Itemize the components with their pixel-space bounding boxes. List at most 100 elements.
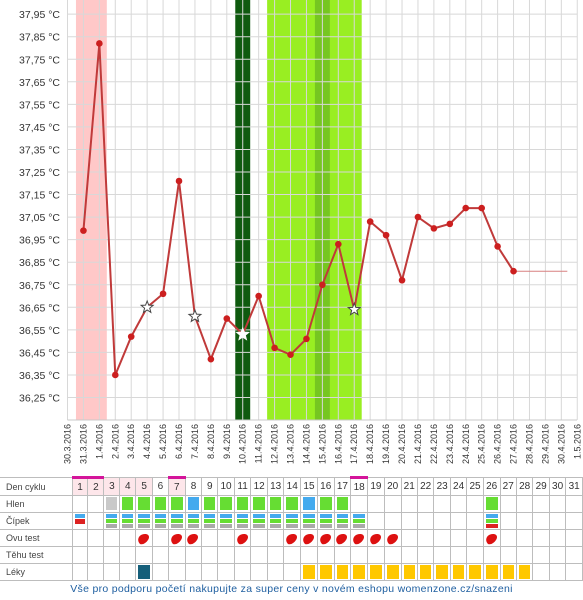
table-cell[interactable] bbox=[71, 563, 89, 581]
table-cell[interactable] bbox=[135, 546, 153, 564]
table-cell[interactable] bbox=[367, 495, 385, 513]
table-cell[interactable] bbox=[167, 563, 186, 581]
day-cell[interactable]: 14 bbox=[283, 477, 302, 496]
table-cell[interactable] bbox=[201, 495, 219, 513]
table-cell[interactable] bbox=[266, 529, 285, 547]
table-cell[interactable] bbox=[87, 529, 105, 547]
table-cell[interactable] bbox=[266, 512, 285, 530]
table-cell[interactable] bbox=[416, 495, 435, 513]
table-cell[interactable] bbox=[515, 495, 534, 513]
table-cell[interactable] bbox=[482, 563, 501, 581]
table-cell[interactable] bbox=[333, 495, 352, 513]
table-cell[interactable] bbox=[250, 563, 268, 581]
table-cell[interactable] bbox=[135, 529, 153, 547]
day-cell[interactable]: 7 bbox=[167, 476, 186, 496]
table-cell[interactable] bbox=[532, 563, 550, 581]
day-cell[interactable]: 3 bbox=[103, 477, 121, 496]
table-cell[interactable] bbox=[201, 529, 219, 547]
table-cell[interactable] bbox=[103, 512, 121, 530]
table-cell[interactable] bbox=[201, 512, 219, 530]
table-cell[interactable] bbox=[103, 563, 121, 581]
table-cell[interactable] bbox=[103, 495, 121, 513]
footer-link[interactable]: Vše pro podporu početí nakupujte za supe… bbox=[70, 583, 513, 595]
table-cell[interactable] bbox=[300, 512, 318, 530]
table-cell[interactable] bbox=[316, 546, 335, 564]
table-cell[interactable] bbox=[548, 512, 567, 530]
table-cell[interactable] bbox=[466, 512, 484, 530]
table-cell[interactable] bbox=[316, 512, 335, 530]
table-cell[interactable] bbox=[532, 546, 550, 564]
table-cell[interactable] bbox=[184, 512, 203, 530]
day-cell[interactable]: 28 bbox=[515, 477, 534, 496]
table-cell[interactable] bbox=[201, 563, 219, 581]
table-cell[interactable] bbox=[135, 495, 153, 513]
table-cell[interactable] bbox=[266, 546, 285, 564]
table-cell[interactable] bbox=[449, 563, 468, 581]
table-cell[interactable] bbox=[71, 546, 89, 564]
day-cell[interactable]: 15 bbox=[300, 477, 318, 496]
table-cell[interactable] bbox=[217, 546, 235, 564]
table-cell[interactable] bbox=[383, 495, 402, 513]
table-cell[interactable] bbox=[151, 529, 169, 547]
table-cell[interactable] bbox=[532, 495, 550, 513]
day-cell[interactable]: 19 bbox=[367, 477, 385, 496]
table-cell[interactable] bbox=[416, 546, 435, 564]
table-cell[interactable] bbox=[565, 529, 583, 547]
table-cell[interactable] bbox=[482, 495, 501, 513]
day-cell[interactable]: 25 bbox=[466, 477, 484, 496]
table-cell[interactable] bbox=[283, 529, 302, 547]
table-cell[interactable] bbox=[283, 546, 302, 564]
table-cell[interactable] bbox=[449, 529, 468, 547]
day-cell[interactable]: 4 bbox=[119, 477, 137, 496]
table-cell[interactable] bbox=[316, 563, 335, 581]
table-cell[interactable] bbox=[233, 563, 252, 581]
day-cell[interactable]: 1 bbox=[71, 476, 89, 496]
day-cell[interactable]: 11 bbox=[233, 477, 252, 496]
table-cell[interactable] bbox=[300, 563, 318, 581]
table-cell[interactable] bbox=[548, 546, 567, 564]
table-cell[interactable] bbox=[135, 563, 153, 581]
day-cell[interactable]: 26 bbox=[482, 477, 501, 496]
table-cell[interactable] bbox=[515, 546, 534, 564]
table-cell[interactable] bbox=[250, 546, 268, 564]
table-cell[interactable] bbox=[103, 529, 121, 547]
table-cell[interactable] bbox=[333, 563, 352, 581]
table-cell[interactable] bbox=[548, 563, 567, 581]
table-cell[interactable] bbox=[333, 529, 352, 547]
table-cell[interactable] bbox=[217, 529, 235, 547]
table-cell[interactable] bbox=[400, 512, 418, 530]
table-cell[interactable] bbox=[548, 529, 567, 547]
table-cell[interactable] bbox=[233, 529, 252, 547]
table-cell[interactable] bbox=[400, 529, 418, 547]
table-cell[interactable] bbox=[300, 546, 318, 564]
table-cell[interactable] bbox=[482, 512, 501, 530]
day-cell[interactable]: 12 bbox=[250, 477, 268, 496]
table-cell[interactable] bbox=[532, 529, 550, 547]
table-cell[interactable] bbox=[217, 495, 235, 513]
table-cell[interactable] bbox=[383, 546, 402, 564]
table-cell[interactable] bbox=[532, 512, 550, 530]
table-cell[interactable] bbox=[433, 546, 451, 564]
table-cell[interactable] bbox=[233, 512, 252, 530]
table-cell[interactable] bbox=[449, 512, 468, 530]
table-cell[interactable] bbox=[499, 529, 517, 547]
table-cell[interactable] bbox=[499, 563, 517, 581]
day-cell[interactable]: 23 bbox=[433, 477, 451, 496]
table-cell[interactable] bbox=[103, 546, 121, 564]
table-cell[interactable] bbox=[383, 512, 402, 530]
table-cell[interactable] bbox=[515, 563, 534, 581]
table-cell[interactable] bbox=[119, 495, 137, 513]
table-cell[interactable] bbox=[400, 546, 418, 564]
day-cell[interactable]: 13 bbox=[266, 477, 285, 496]
table-cell[interactable] bbox=[400, 563, 418, 581]
table-cell[interactable] bbox=[565, 563, 583, 581]
day-cell[interactable]: 30 bbox=[548, 477, 567, 496]
table-cell[interactable] bbox=[433, 529, 451, 547]
day-cell[interactable]: 16 bbox=[316, 477, 335, 496]
table-cell[interactable] bbox=[87, 546, 105, 564]
table-cell[interactable] bbox=[300, 529, 318, 547]
table-cell[interactable] bbox=[71, 529, 89, 547]
table-cell[interactable] bbox=[283, 495, 302, 513]
table-cell[interactable] bbox=[87, 495, 105, 513]
table-cell[interactable] bbox=[151, 495, 169, 513]
